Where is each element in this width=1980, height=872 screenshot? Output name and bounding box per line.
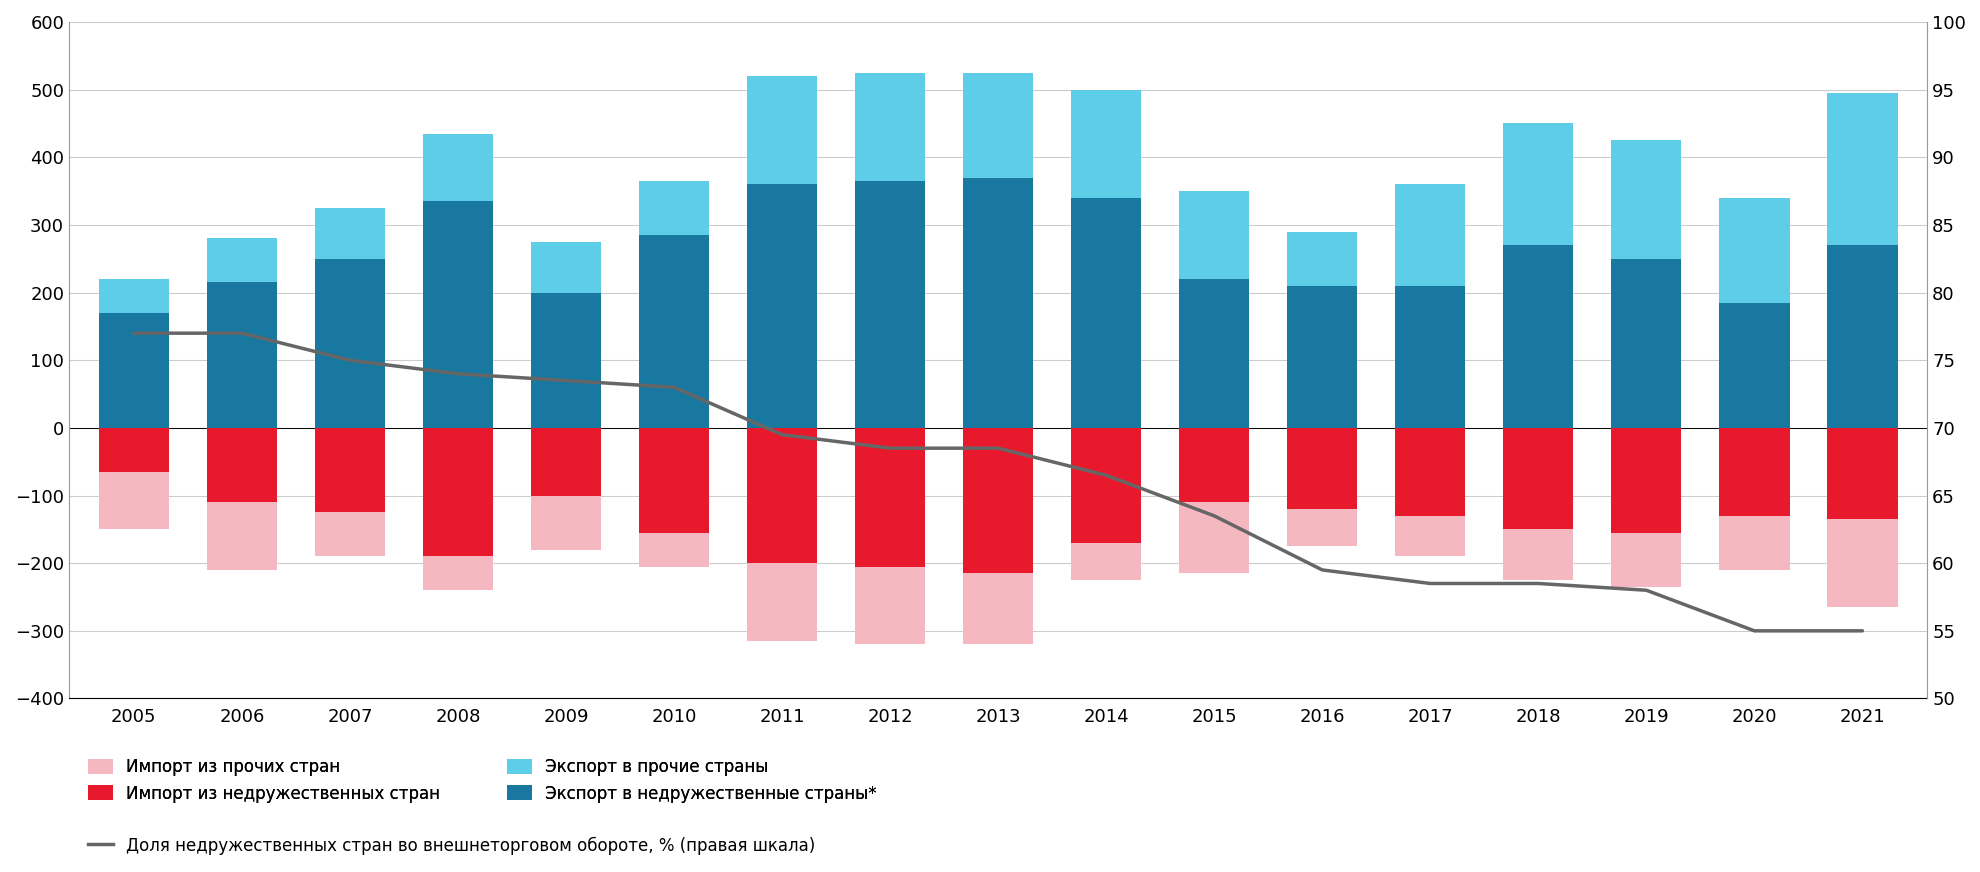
Bar — [640, 533, 709, 567]
Bar — [206, 428, 277, 502]
Legend: Импорт из прочих стран, Импорт из недружественных стран, Экспорт в прочие страны: Импорт из прочих стран, Импорт из недруж… — [87, 759, 875, 802]
Bar — [1610, 533, 1681, 587]
Bar — [855, 181, 925, 428]
Bar — [640, 181, 709, 235]
Bar — [1503, 428, 1572, 529]
Bar — [1719, 516, 1788, 570]
Bar — [99, 313, 168, 428]
Bar — [855, 72, 925, 181]
Bar — [1610, 259, 1681, 428]
Bar — [206, 502, 277, 570]
Bar — [531, 242, 600, 293]
Bar — [640, 428, 709, 533]
Bar — [1394, 184, 1465, 286]
Bar — [1178, 279, 1249, 428]
Bar — [206, 283, 277, 428]
Bar — [1394, 428, 1465, 516]
Bar — [855, 567, 925, 644]
Bar — [640, 235, 709, 428]
Bar — [206, 238, 277, 283]
Bar — [422, 428, 493, 556]
Bar — [746, 76, 816, 184]
Bar — [962, 178, 1034, 428]
Bar — [531, 293, 600, 428]
Bar — [531, 428, 600, 495]
Legend: Доля недружественных стран во внешнеторговом обороте, % (правая шкала): Доля недружественных стран во внешнеторг… — [87, 837, 814, 855]
Bar — [1287, 509, 1356, 546]
Bar — [1287, 428, 1356, 509]
Bar — [315, 428, 384, 513]
Bar — [315, 513, 384, 556]
Bar — [531, 495, 600, 549]
Bar — [746, 428, 816, 563]
Bar — [746, 563, 816, 641]
Bar — [1719, 428, 1788, 516]
Bar — [422, 201, 493, 428]
Bar — [962, 573, 1034, 644]
Bar — [315, 208, 384, 259]
Bar — [1610, 140, 1681, 259]
Bar — [1287, 232, 1356, 286]
Bar — [315, 259, 384, 428]
Bar — [1178, 191, 1249, 279]
Bar — [422, 133, 493, 201]
Bar — [962, 72, 1034, 178]
Bar — [1287, 286, 1356, 428]
Bar — [1503, 529, 1572, 580]
Bar — [1610, 428, 1681, 533]
Bar — [1826, 93, 1897, 245]
Bar — [1071, 90, 1140, 198]
Bar — [855, 428, 925, 567]
Bar — [422, 556, 493, 590]
Bar — [1826, 428, 1897, 519]
Bar — [962, 428, 1034, 573]
Bar — [99, 472, 168, 529]
Bar — [1071, 543, 1140, 580]
Bar — [1826, 519, 1897, 607]
Bar — [99, 428, 168, 472]
Bar — [1394, 516, 1465, 556]
Bar — [1503, 124, 1572, 245]
Bar — [1826, 245, 1897, 428]
Bar — [1178, 428, 1249, 502]
Bar — [1394, 286, 1465, 428]
Bar — [1071, 428, 1140, 543]
Bar — [1719, 198, 1788, 303]
Bar — [1503, 245, 1572, 428]
Bar — [1071, 198, 1140, 428]
Bar — [746, 184, 816, 428]
Bar — [1178, 502, 1249, 573]
Bar — [1719, 303, 1788, 428]
Bar — [99, 279, 168, 313]
